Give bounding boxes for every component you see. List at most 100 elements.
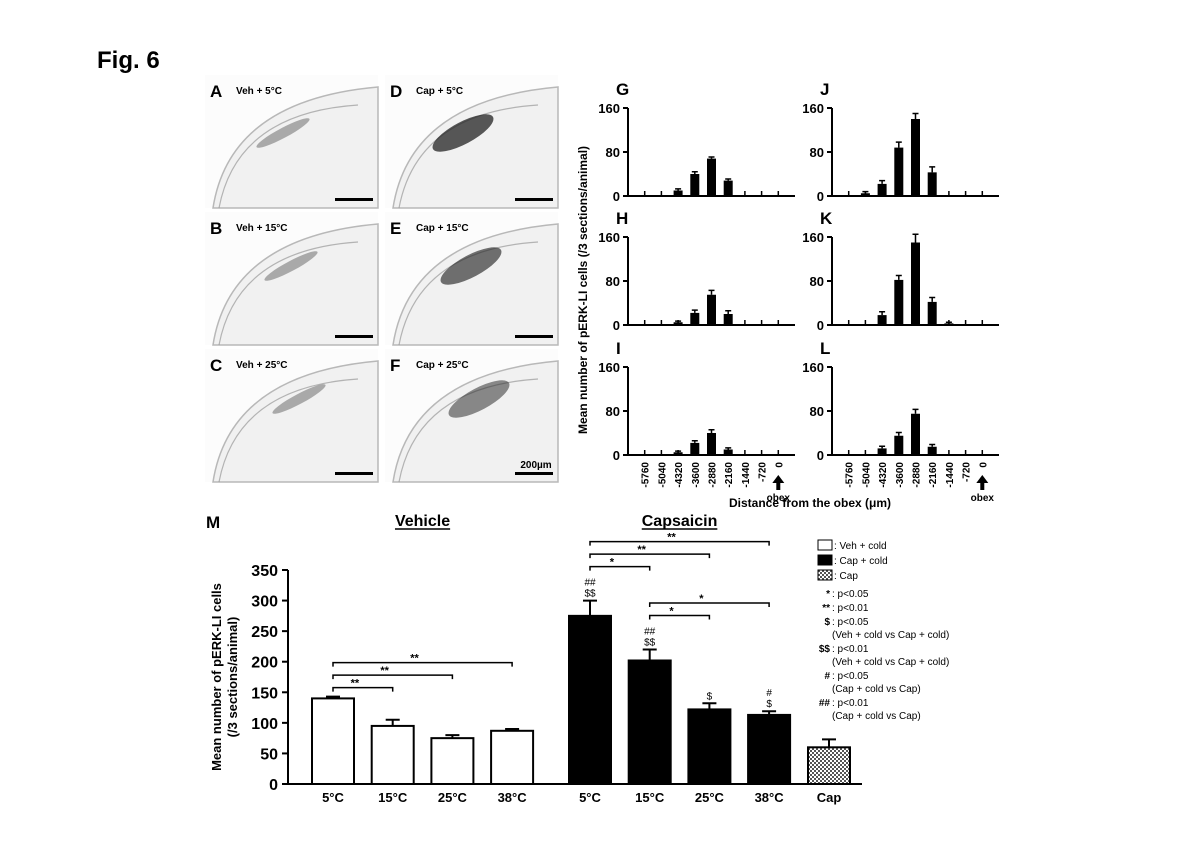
x-tick-label: 38°C (755, 790, 785, 805)
error-bar (708, 289, 715, 295)
bar (927, 172, 937, 196)
scale-bar (515, 335, 553, 338)
bar (673, 452, 683, 455)
key-symbol: ** (822, 603, 830, 614)
error-bar (583, 599, 597, 616)
bar (687, 708, 732, 785)
error-bar (642, 648, 657, 661)
panel-label: D (390, 82, 402, 101)
error-bar (725, 447, 732, 450)
key-text: : p<0.01 (832, 644, 869, 655)
x-tick-label: 38°C (498, 790, 528, 805)
bar (707, 158, 716, 196)
obex-arrow (772, 475, 785, 490)
x-tick-label: -5760 (641, 462, 652, 488)
bar (707, 433, 716, 455)
scale-bar (515, 198, 553, 201)
stain (432, 114, 494, 152)
error-bar (691, 171, 698, 174)
obex-arrow (976, 475, 989, 490)
y-tick-label: 350 (251, 563, 278, 580)
comparison-bracket (589, 565, 651, 571)
y-tick-label: 80 (810, 145, 824, 160)
tissue (392, 86, 559, 209)
y-tick-label: 0 (817, 318, 824, 333)
significance-mark: ## (644, 626, 656, 637)
error-bar (691, 309, 698, 313)
tissue (392, 360, 559, 483)
error-bar (675, 450, 682, 453)
scale-bar (335, 472, 373, 475)
bar (430, 737, 475, 786)
scale-bar (515, 472, 553, 475)
key-symbol: $ (824, 617, 830, 628)
x-tick-label: -2160 (724, 462, 735, 488)
significance-mark: $$ (584, 589, 596, 600)
y-tick-label: 80 (606, 145, 620, 160)
y-tick-label: 80 (606, 274, 620, 289)
panel-label: E (390, 219, 401, 238)
y-tick-label: 80 (810, 274, 824, 289)
x-tick-label: 5°C (322, 790, 344, 805)
y-tick-label: 160 (802, 101, 824, 116)
y-tick-label: 0 (817, 448, 824, 463)
error-bar (912, 112, 919, 119)
x-tick-label: Cap (817, 790, 842, 805)
x-tick-label: -720 (962, 462, 973, 482)
error-bar (708, 156, 715, 159)
error-bar (879, 445, 886, 449)
tissue-edge (218, 378, 359, 483)
figure-label: Fig. 6 (97, 47, 160, 74)
bar (877, 183, 887, 196)
bar (690, 312, 700, 325)
error-bar (895, 431, 902, 436)
stain (440, 247, 502, 285)
y-tick-label: 200 (251, 655, 278, 672)
error-bar (385, 718, 400, 726)
bar (911, 242, 920, 325)
key-text: : p<0.01 (832, 603, 869, 614)
error-bar (912, 408, 919, 414)
legend-label: : Cap + cold (834, 556, 888, 567)
x-tick-label: -5040 (861, 462, 872, 488)
group-label: Capsaicin (642, 513, 718, 530)
key-text: : p<0.01 (832, 698, 869, 709)
obex-label: obex (767, 493, 791, 504)
bar (690, 442, 700, 455)
y-tick-label: 0 (817, 189, 824, 204)
significance-mark: ## (584, 578, 596, 589)
scale-bar (335, 198, 373, 201)
legend-swatch (817, 569, 833, 581)
error-bar (895, 274, 902, 280)
bar (673, 190, 683, 196)
x-tick-label: 25°C (695, 790, 725, 805)
y-tick-label: 100 (251, 716, 278, 733)
bar (911, 119, 920, 196)
key-symbol: * (826, 589, 830, 600)
bar (370, 724, 415, 786)
error-bar (691, 439, 698, 443)
bar (673, 322, 683, 325)
error-bar (822, 738, 836, 748)
x-tick-label: -2880 (708, 462, 719, 488)
x-tick-label: -720 (758, 462, 769, 482)
bar (807, 746, 851, 785)
y-axis-label: (/3 sections/animal) (225, 617, 240, 738)
x-tick-label: 15°C (378, 790, 408, 805)
error-bar (929, 296, 936, 302)
bar (723, 314, 733, 325)
x-axis-label: Distance from the obex (μm) (729, 496, 891, 510)
comparison-bracket (589, 553, 711, 559)
key-symbol: # (824, 671, 830, 682)
bar (707, 294, 716, 325)
tissue-edge (398, 378, 539, 483)
comparison-bracket (332, 686, 394, 692)
y-axis-label: Mean number of pERK-LI cells (209, 583, 224, 771)
x-tick-label: -2880 (912, 462, 923, 488)
bar (627, 659, 672, 786)
y-tick-label: 250 (251, 624, 278, 641)
comparison-bracket (648, 602, 770, 607)
tissue (212, 360, 379, 483)
bar (927, 301, 937, 325)
x-tick-label: -5760 (845, 462, 856, 488)
